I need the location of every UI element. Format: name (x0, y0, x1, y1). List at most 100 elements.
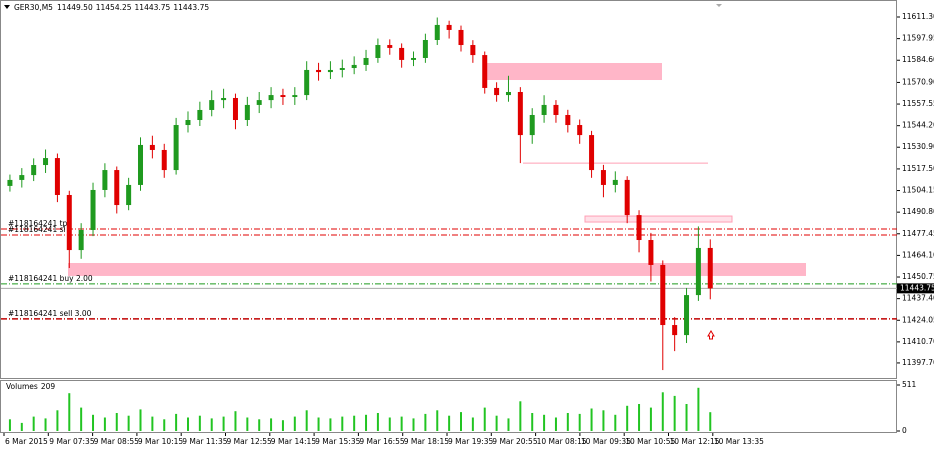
candle-body (517, 91, 523, 136)
header-price: 11454.25 (96, 3, 132, 12)
y-tick-label: 11464.10 (902, 250, 934, 259)
x-tick-label: 9 Mar 18:15 (404, 437, 450, 446)
x-tick-label: 6 Mar 2015 (5, 437, 48, 446)
candle-body (672, 325, 678, 336)
candle-body (612, 179, 618, 185)
candle-body (600, 170, 606, 185)
x-tick-label: 9 Mar 07:35 (49, 437, 95, 446)
candle-body (149, 144, 155, 150)
candle-body (78, 229, 84, 251)
candle-body (505, 91, 511, 96)
volume-title: Volumes 209 (6, 382, 55, 391)
candle-body (446, 24, 452, 30)
y-tick-label: 11530.90 (902, 142, 934, 151)
y-tick-label: 11397.70 (902, 358, 934, 367)
x-tick-label: 9 Mar 08:55 (94, 437, 140, 446)
candle-body (304, 69, 310, 96)
candle-body (589, 135, 595, 171)
candle-body (66, 194, 72, 251)
price-pane (0, 0, 897, 379)
candle-body (161, 149, 167, 171)
candle-body (684, 295, 690, 336)
candle-body (7, 179, 13, 186)
candle-body (209, 100, 215, 110)
header-price: 11443.75 (135, 3, 171, 12)
zone (68, 263, 806, 276)
y-tick-label: 11410.70 (902, 337, 934, 346)
candle-body (280, 95, 286, 98)
candle-body (316, 69, 322, 73)
candle-body (197, 109, 203, 121)
candle-body (327, 69, 333, 73)
x-tick-label: 9 Mar 16:55 (359, 437, 405, 446)
candle-body (232, 97, 238, 121)
candle-body (636, 215, 642, 241)
v-tick-label: 0 (902, 426, 907, 435)
candle-body (102, 170, 108, 190)
candle-body (458, 29, 464, 46)
x-tick-label: 10 Mar 10:55 (625, 437, 675, 446)
candle-body (268, 95, 274, 101)
candle-body (221, 97, 227, 101)
chart-header: GER30,M5 11449.50 11454.25 11443.75 11443.75 (14, 3, 209, 12)
candle-body (470, 45, 476, 56)
order-label: #118164241 buy 2.00 (8, 274, 93, 283)
candle-body (494, 87, 500, 96)
candle-body (43, 158, 49, 166)
candle-body (660, 264, 666, 326)
arrow-marker (707, 330, 715, 340)
x-tick-label: 9 Mar 11:35 (182, 437, 228, 446)
candle-body (375, 45, 381, 58)
candle-body (19, 175, 25, 180)
y-tick-label: 11557.55 (902, 99, 934, 108)
order-label: #118164241 sell 3.00 (8, 309, 92, 318)
price-box (897, 283, 934, 294)
y-tick-label: 11544.20 (902, 121, 934, 130)
y-tick-label: 11570.90 (902, 77, 934, 86)
v-tick-label: 511 (902, 380, 917, 389)
candle-body (363, 57, 369, 65)
candle-body (138, 144, 144, 185)
candle-body (54, 158, 60, 195)
candle-body (482, 55, 488, 88)
x-tick-label: 9 Mar 19:35 (448, 437, 494, 446)
header-arrow (4, 5, 10, 9)
candle-body (292, 95, 298, 98)
x-tick-label: 10 Mar 09:35 (581, 437, 631, 446)
x-tick-label: 10 Mar 12:15 (670, 437, 720, 446)
candle-body (707, 247, 713, 289)
order-label: #118164241 tp (8, 219, 68, 228)
candle-body (577, 125, 583, 136)
candle-body (256, 100, 262, 105)
y-tick-label: 11597.95 (902, 34, 934, 43)
volume-last: 209 (41, 382, 56, 391)
zone (483, 63, 662, 81)
x-tick-label: 9 Mar 12:55 (227, 437, 273, 446)
order-label: #118164241 sl (8, 225, 66, 234)
candle-body (244, 104, 250, 121)
y-tick-label: 11437.40 (902, 294, 934, 303)
candle-body (387, 45, 393, 48)
candle-body (648, 240, 654, 265)
candle-body (422, 40, 428, 58)
candle-body (114, 170, 120, 206)
candle-body (126, 184, 132, 206)
candle-body (185, 120, 191, 126)
y-tick-label: 11584.60 (902, 55, 934, 64)
y-tick-label: 11424.05 (902, 315, 934, 324)
header-price: 11443.75 (173, 3, 209, 12)
x-tick-label: 9 Mar 15:35 (315, 437, 361, 446)
x-tick-label: 9 Mar 14:15 (271, 437, 317, 446)
candle-body (624, 179, 630, 216)
x-tick-label: 10 Mar 08:15 (537, 437, 587, 446)
candle-body (553, 104, 559, 115)
y-tick-label: 11504.15 (902, 186, 934, 195)
candle-body (411, 57, 417, 60)
candle-body (339, 68, 345, 70)
candle-body (351, 64, 357, 69)
header-price: 11449.50 (57, 3, 93, 12)
candle-body (695, 247, 701, 296)
candle-body (399, 47, 405, 60)
candle-body (434, 24, 440, 41)
